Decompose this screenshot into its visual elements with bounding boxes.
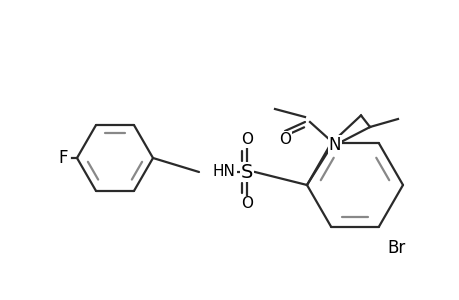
Text: O: O — [241, 196, 252, 211]
Text: O: O — [279, 131, 291, 146]
Text: Br: Br — [386, 238, 404, 256]
Text: F: F — [58, 149, 68, 167]
Text: S: S — [241, 163, 252, 182]
Text: O: O — [241, 133, 252, 148]
Text: HN: HN — [213, 164, 235, 179]
Text: N: N — [328, 136, 341, 154]
